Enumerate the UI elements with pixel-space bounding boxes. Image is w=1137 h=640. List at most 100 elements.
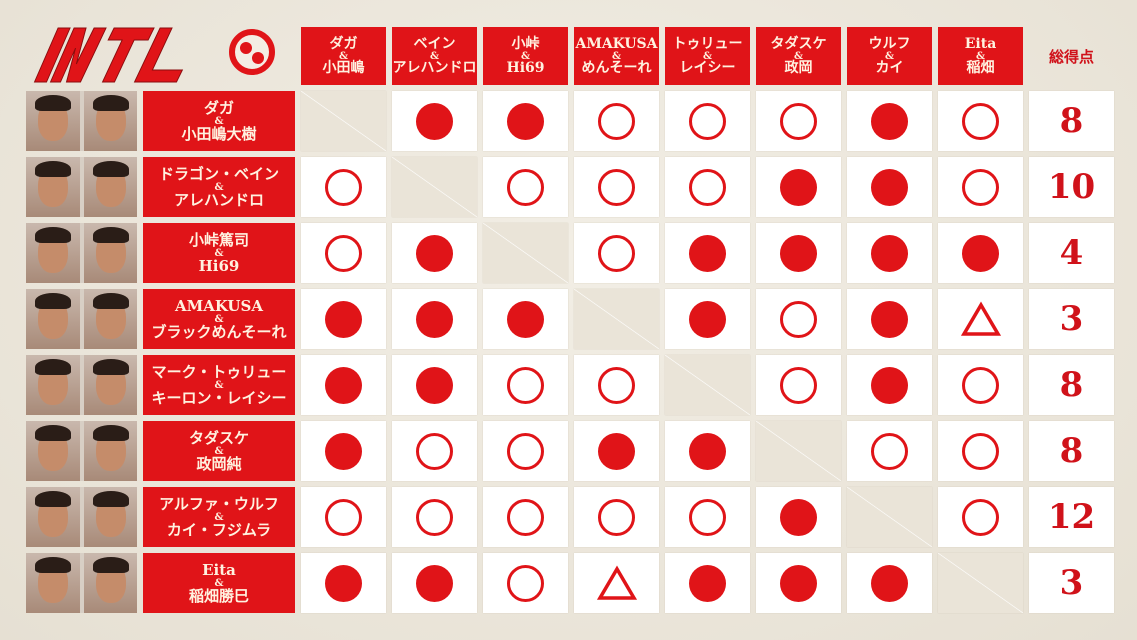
filled-circle-icon — [416, 234, 453, 272]
team-photos — [26, 355, 137, 415]
team-photos — [26, 421, 137, 481]
team-name-bottom: レイシー — [679, 59, 736, 76]
result-cell-draw — [574, 553, 659, 613]
result-cell-loss — [847, 355, 932, 415]
team-name-bottom: ブラックめんそーれ — [151, 322, 287, 341]
hair-shape — [92, 491, 129, 507]
team-name-top: ダガ — [329, 35, 358, 52]
result-cell-win — [574, 355, 659, 415]
result-cell-win — [938, 421, 1023, 481]
wrestler-photo — [83, 421, 137, 481]
team-photos — [26, 223, 137, 283]
total-score: 4 — [1029, 223, 1114, 283]
ampersand: & — [975, 50, 986, 62]
result-cell-loss — [847, 223, 932, 283]
open-circle-icon — [780, 300, 817, 338]
total-score: 3 — [1029, 289, 1114, 349]
result-cell-loss — [847, 157, 932, 217]
team-name-bottom: アレハンドロ — [173, 190, 264, 209]
filled-circle-icon — [507, 102, 544, 140]
result-cell-loss — [938, 223, 1023, 283]
hair-shape — [92, 425, 129, 441]
result-cell-win — [847, 421, 932, 481]
filled-circle-icon — [780, 564, 817, 602]
team-name-bottom: 政岡 — [784, 59, 813, 76]
result-cell-loss — [756, 157, 841, 217]
filled-circle-icon — [325, 564, 362, 602]
result-cell-win — [756, 355, 841, 415]
result-cell-loss — [483, 289, 568, 349]
team-name: AMAKUSA & ブラックめんそーれ — [143, 289, 295, 349]
team-name-top: ベイン — [413, 35, 456, 52]
result-cell-win — [756, 91, 841, 151]
filled-circle-icon — [325, 300, 362, 338]
result-cell-win — [574, 487, 659, 547]
team-name-top: AMAKUSA — [575, 35, 658, 52]
wrestler-photo — [83, 223, 137, 283]
result-cell-loss — [665, 223, 750, 283]
filled-circle-icon — [689, 432, 726, 470]
filled-circle-icon — [689, 300, 726, 338]
team-name-top: 小峠篤司 — [188, 230, 249, 249]
wrestler-photo — [83, 157, 137, 217]
column-header: タダスケ & 政岡 — [756, 27, 841, 85]
result-cell-win — [665, 91, 750, 151]
result-cell-win — [483, 157, 568, 217]
filled-circle-icon — [871, 366, 908, 404]
result-cell-loss — [301, 421, 386, 481]
team-name-top: ウルフ — [868, 35, 911, 52]
team-name-bottom: 政岡純 — [196, 454, 242, 473]
open-circle-icon — [325, 234, 362, 272]
wrestler-photo — [26, 487, 80, 547]
open-circle-icon — [962, 102, 999, 140]
result-cell-loss — [756, 487, 841, 547]
filled-circle-icon — [507, 300, 544, 338]
hair-shape — [92, 95, 129, 111]
team-photos — [26, 157, 137, 217]
column-header: ダガ & 小田嶋 — [301, 27, 386, 85]
team-name-top: 小峠 — [511, 35, 540, 52]
result-cell-win — [938, 487, 1023, 547]
filled-circle-icon — [416, 300, 453, 338]
result-cell-loss — [392, 223, 477, 283]
league-results-table: ダガ & 小田嶋 ベイン & アレハンドロ 小峠 & Hi69 AMAKUSA & めんそーれ トゥリュ… — [26, 27, 1114, 613]
team-name-top: マーク・トゥリュー — [151, 362, 287, 381]
column-header: ウルフ & カイ — [847, 27, 932, 85]
team-photos — [26, 289, 137, 349]
result-cell-loss — [392, 289, 477, 349]
ampersand: & — [338, 50, 349, 62]
ampersand: & — [793, 50, 804, 62]
ampersand: & — [702, 50, 713, 62]
column-header: Eita & 稲畑 — [938, 27, 1023, 85]
open-circle-icon — [598, 234, 635, 272]
team-name-bottom: めんそーれ — [581, 59, 652, 76]
team-photos — [26, 91, 137, 151]
result-cell-self — [392, 157, 477, 217]
result-cell-win — [301, 157, 386, 217]
result-cell-loss — [392, 91, 477, 151]
wrestler-photo — [83, 91, 137, 151]
result-cell-loss — [301, 553, 386, 613]
open-circle-icon — [689, 168, 726, 206]
team-name-bottom: アレハンドロ — [392, 59, 477, 76]
filled-circle-icon — [689, 564, 726, 602]
filled-circle-icon — [416, 564, 453, 602]
open-circle-icon — [871, 432, 908, 470]
wrestler-photo — [26, 157, 80, 217]
result-cell-win — [938, 91, 1023, 151]
filled-circle-icon — [871, 168, 908, 206]
result-cell-win — [665, 487, 750, 547]
open-circle-icon — [780, 102, 817, 140]
column-header: ベイン & アレハンドロ — [392, 27, 477, 85]
filled-circle-icon — [325, 366, 362, 404]
ampersand: & — [884, 50, 895, 62]
wrestler-photo — [83, 355, 137, 415]
open-circle-icon — [780, 366, 817, 404]
wrestler-photo — [83, 289, 137, 349]
filled-circle-icon — [871, 564, 908, 602]
open-circle-icon — [507, 498, 544, 536]
result-cell-self — [665, 355, 750, 415]
team-name-top: Eita — [202, 560, 236, 579]
result-cell-loss — [665, 421, 750, 481]
total-score: 8 — [1029, 421, 1114, 481]
